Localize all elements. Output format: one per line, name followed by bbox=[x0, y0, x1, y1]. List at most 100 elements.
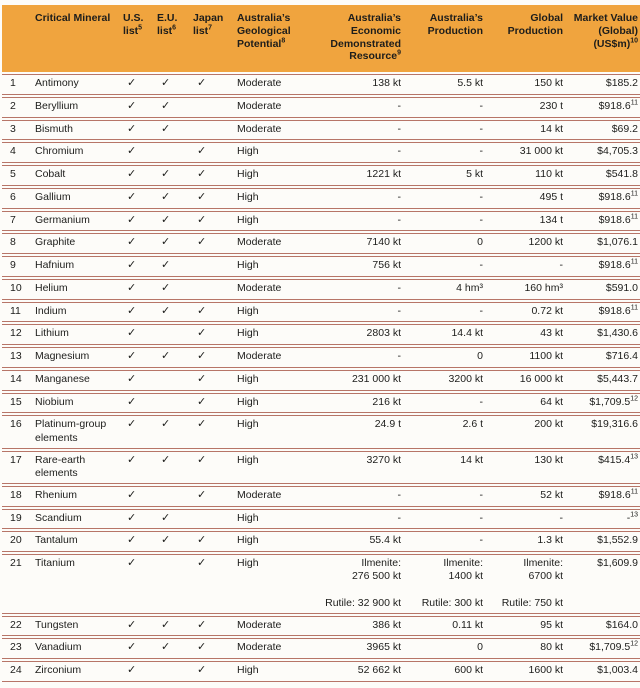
cell-global-production: - bbox=[487, 508, 567, 530]
cell-economic-demonstrated-resource: 24.9 t bbox=[311, 415, 405, 449]
cell-economic-demonstrated-resource: 231 000 kt bbox=[311, 369, 405, 391]
cell-us-list-check: ✓ bbox=[119, 485, 153, 507]
cell-mineral-name: Indium bbox=[27, 301, 119, 323]
cell-geological-potential: Moderate bbox=[233, 347, 311, 368]
header-row-number bbox=[2, 5, 27, 73]
cell-eu-list-check: ✓ bbox=[153, 278, 189, 300]
cell-eu-list-check: ✓ bbox=[153, 531, 189, 553]
cell-japan-list-check: ✓ bbox=[189, 392, 233, 414]
cell-australia-production: - bbox=[405, 142, 487, 164]
cell-mineral-name: Germanium bbox=[27, 210, 119, 232]
cell-row-number: 8 bbox=[2, 233, 27, 255]
cell-geological-potential: Moderate bbox=[233, 233, 311, 255]
cell-economic-demonstrated-resource: - bbox=[311, 278, 405, 300]
cell-australia-production: - bbox=[405, 392, 487, 414]
cell-global-production: 160 hm³ bbox=[487, 278, 567, 300]
cell-us-list-check: ✓ bbox=[119, 531, 153, 553]
cell-row-number: 3 bbox=[2, 119, 27, 141]
table-row: 10 Helium ✓ ✓ Moderate - 4 hm³ 160 hm³ $… bbox=[2, 278, 640, 300]
cell-row-number: 18 bbox=[2, 485, 27, 507]
cell-global-production: 130 kt bbox=[487, 450, 567, 484]
cell-eu-list-check bbox=[153, 554, 189, 614]
cell-us-list-check: ✓ bbox=[119, 256, 153, 277]
cell-japan-list-check: ✓ bbox=[189, 142, 233, 164]
cell-australia-production: 0.11 kt bbox=[405, 615, 487, 637]
cell-market-value: $918.611 bbox=[567, 210, 640, 232]
cell-row-number: 19 bbox=[2, 508, 27, 530]
cell-us-list-check: ✓ bbox=[119, 74, 153, 95]
table-row: 16 Platinum-group elements ✓ ✓ ✓ High 24… bbox=[2, 415, 640, 449]
cell-japan-list-check: ✓ bbox=[189, 615, 233, 637]
cell-market-value: $918.611 bbox=[567, 301, 640, 323]
cell-global-production: 150 kt bbox=[487, 74, 567, 95]
cell-market-value: $716.4 bbox=[567, 347, 640, 368]
cell-australia-production: 0 bbox=[405, 347, 487, 368]
cell-eu-list-check: ✓ bbox=[153, 508, 189, 530]
cell-us-list-check: ✓ bbox=[119, 165, 153, 186]
cell-us-list-check: ✓ bbox=[119, 324, 153, 346]
cell-mineral-name: Platinum-group elements bbox=[27, 415, 119, 449]
cell-market-value: $1,003.4 bbox=[567, 661, 640, 682]
cell-eu-list-check: ✓ bbox=[153, 165, 189, 186]
cell-row-number: 12 bbox=[2, 324, 27, 346]
cell-eu-list-check: ✓ bbox=[153, 96, 189, 118]
cell-row-number: 13 bbox=[2, 347, 27, 368]
cell-economic-demonstrated-resource: - bbox=[311, 119, 405, 141]
cell-market-value: $918.611 bbox=[567, 256, 640, 277]
cell-global-production: 52 kt bbox=[487, 485, 567, 507]
cell-market-value: $5,443.7 bbox=[567, 369, 640, 391]
table-row: 20 Tantalum ✓ ✓ ✓ High 55.4 kt - 1.3 kt … bbox=[2, 531, 640, 553]
cell-japan-list-check: ✓ bbox=[189, 531, 233, 553]
cell-geological-potential: Moderate bbox=[233, 119, 311, 141]
cell-global-production: 14 kt bbox=[487, 119, 567, 141]
cell-global-production: 230 t bbox=[487, 96, 567, 118]
cell-eu-list-check: ✓ bbox=[153, 638, 189, 660]
cell-geological-potential: Moderate bbox=[233, 615, 311, 637]
cell-market-value: -13 bbox=[567, 508, 640, 530]
header-market-value: Market Value (Global) (US$m)10 bbox=[567, 5, 640, 73]
cell-row-number: 9 bbox=[2, 256, 27, 277]
cell-global-production: 16 000 kt bbox=[487, 369, 567, 391]
cell-japan-list-check bbox=[189, 508, 233, 530]
cell-geological-potential: High bbox=[233, 301, 311, 323]
table-header-row: Critical Mineral U.S. list5 E.U. list6 J… bbox=[2, 5, 640, 73]
cell-eu-list-check: ✓ bbox=[153, 74, 189, 95]
cell-geological-potential: High bbox=[233, 554, 311, 614]
cell-us-list-check: ✓ bbox=[119, 450, 153, 484]
cell-australia-production: - bbox=[405, 301, 487, 323]
cell-us-list-check: ✓ bbox=[119, 638, 153, 660]
cell-market-value: $19,316.6 bbox=[567, 415, 640, 449]
cell-economic-demonstrated-resource: 52 662 kt bbox=[311, 661, 405, 682]
cell-eu-list-check: ✓ bbox=[153, 187, 189, 209]
cell-market-value: $918.611 bbox=[567, 485, 640, 507]
table-row: 13 Magnesium ✓ ✓ ✓ Moderate - 0 1100 kt … bbox=[2, 347, 640, 368]
table-row: 2 Beryllium ✓ ✓ Moderate - - 230 t $918.… bbox=[2, 96, 640, 118]
cell-mineral-name: Rhenium bbox=[27, 485, 119, 507]
cell-mineral-name: Tungsten bbox=[27, 615, 119, 637]
header-global-production: Global Production bbox=[487, 5, 567, 73]
cell-mineral-name: Chromium bbox=[27, 142, 119, 164]
cell-row-number: 1 bbox=[2, 74, 27, 95]
cell-row-number: 5 bbox=[2, 165, 27, 186]
cell-australia-production: 14 kt bbox=[405, 450, 487, 484]
header-us-list: U.S. list5 bbox=[119, 5, 153, 73]
cell-us-list-check: ✓ bbox=[119, 369, 153, 391]
cell-us-list-check: ✓ bbox=[119, 392, 153, 414]
cell-geological-potential: High bbox=[233, 661, 311, 682]
cell-australia-production: 0 bbox=[405, 638, 487, 660]
cell-geological-potential: High bbox=[233, 508, 311, 530]
cell-eu-list-check bbox=[153, 324, 189, 346]
cell-market-value: $415.413 bbox=[567, 450, 640, 484]
cell-mineral-name: Beryllium bbox=[27, 96, 119, 118]
cell-australia-production: 2.6 t bbox=[405, 415, 487, 449]
cell-australia-production: - bbox=[405, 210, 487, 232]
cell-economic-demonstrated-resource: - bbox=[311, 142, 405, 164]
cell-japan-list-check: ✓ bbox=[189, 165, 233, 186]
cell-us-list-check: ✓ bbox=[119, 554, 153, 614]
cell-us-list-check: ✓ bbox=[119, 119, 153, 141]
cell-economic-demonstrated-resource: - bbox=[311, 187, 405, 209]
header-critical-mineral: Critical Mineral bbox=[27, 5, 119, 73]
cell-eu-list-check: ✓ bbox=[153, 301, 189, 323]
cell-australia-production: - bbox=[405, 256, 487, 277]
cell-japan-list-check: ✓ bbox=[189, 485, 233, 507]
